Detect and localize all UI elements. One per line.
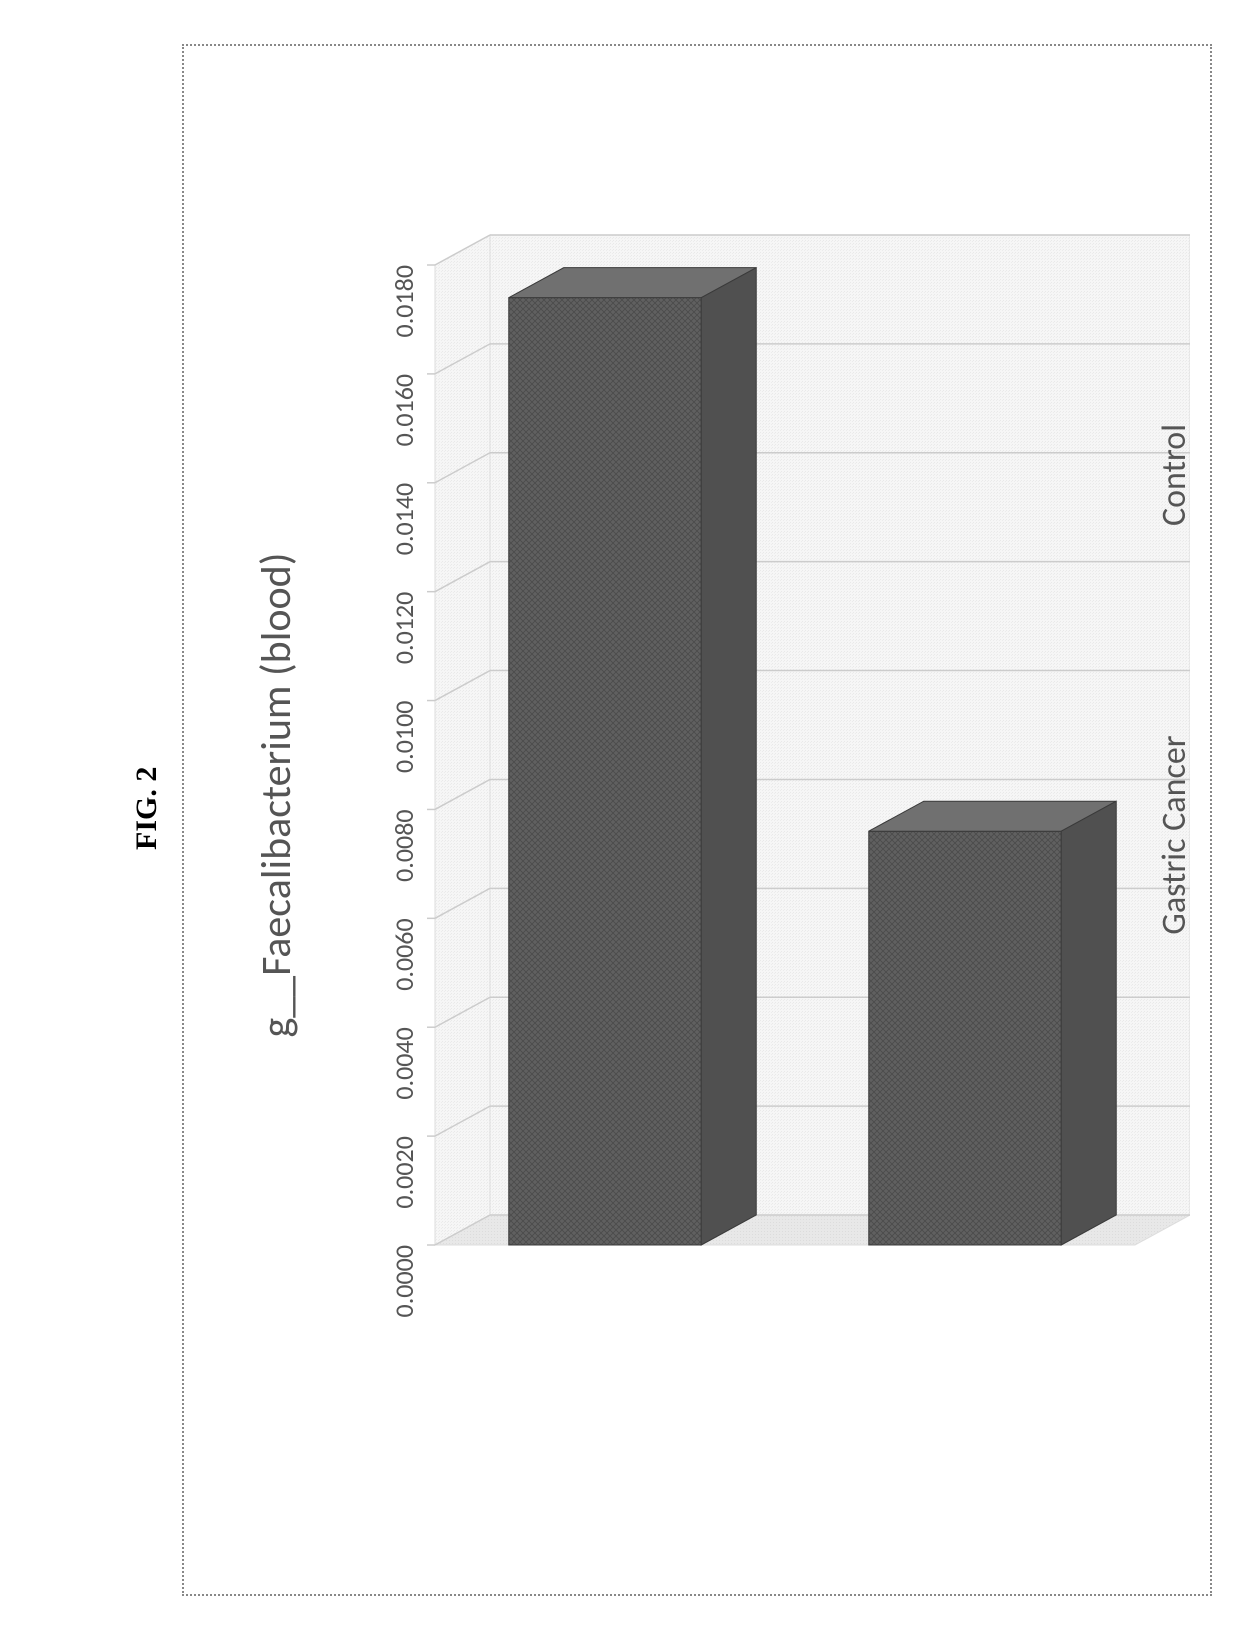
y-tick-label: 0.0060 [388,918,420,990]
bar-side [701,268,756,1245]
y-tick-label: 0.0140 [388,483,420,555]
chart-svg: g__Faecalibacterium (blood) 0.0180 0.0160… [205,75,1190,1565]
y-tick-label: 0.0020 [388,1136,420,1208]
y-tick-label: 0.0180 [388,265,420,337]
y-tick-label: 0.0160 [388,374,420,446]
side-wall [435,235,490,1245]
figure-label: FIG. 2 [130,767,164,850]
page: FIG. 2 g__Faecalibacterium (blood) 0.018… [0,0,1240,1636]
x-category-label: Gastric Cancer [1154,735,1190,934]
plot-area [427,235,1190,1245]
y-tick-label: 0.0080 [388,809,420,881]
chart-title-group: g__Faecalibacterium (blood) [251,553,302,1038]
y-tick-label: 0.0000 [388,1245,420,1317]
bar-front [869,831,1062,1245]
y-tick-label: 0.0040 [388,1027,420,1099]
bar-front [509,298,702,1245]
chart-title: g__Faecalibacterium (blood) [251,553,302,1038]
y-tick-labels: 0.0180 0.0160 0.0140 0.0120 0.0100 0.0080 0.00… [388,265,420,1317]
bar-side [1061,801,1116,1245]
x-category-label: Control [1154,424,1190,526]
y-tick-label: 0.0120 [388,592,420,664]
y-tick-label: 0.0100 [388,701,420,773]
